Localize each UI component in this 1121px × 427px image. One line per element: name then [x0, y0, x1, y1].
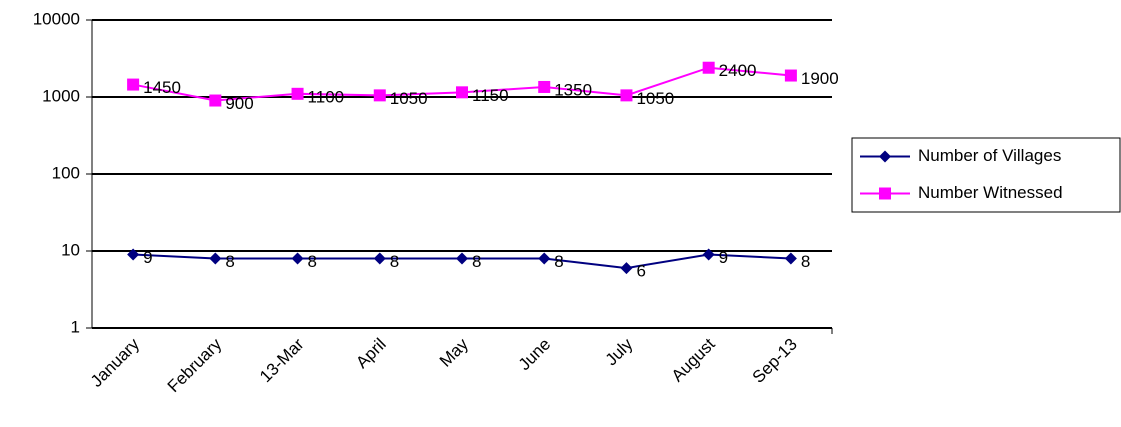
x-tick-label: July [602, 334, 637, 369]
y-tick-label: 1 [71, 317, 80, 336]
data-label: 8 [472, 252, 481, 271]
data-point [620, 262, 633, 275]
data-label: 8 [801, 252, 810, 271]
y-tick-label: 100 [52, 163, 80, 182]
data-point [209, 94, 222, 107]
data-point [456, 252, 468, 265]
data-label: 900 [225, 94, 253, 113]
data-point [784, 69, 797, 82]
data-point [127, 248, 140, 261]
x-tick-label: February [164, 334, 226, 396]
data-label: 1150 [472, 86, 509, 105]
data-label: 6 [636, 262, 645, 281]
data-point [456, 86, 468, 99]
data-label: 1050 [390, 89, 428, 108]
data-label: 9 [719, 248, 728, 267]
data-point [538, 80, 551, 93]
legend-box [851, 137, 1121, 213]
x-tick-label: June [515, 335, 555, 375]
y-tick-label: 10000 [33, 9, 80, 28]
data-point [291, 252, 304, 265]
data-label: 1050 [636, 89, 674, 108]
data-point [538, 252, 551, 265]
data-label: 2400 [719, 61, 757, 80]
legend-label: Number of Villages [918, 146, 1061, 165]
x-tick-label: April [352, 335, 389, 372]
data-label: 1450 [143, 78, 181, 97]
data-label: 8 [308, 252, 317, 271]
data-point [209, 252, 222, 265]
data-label: 1900 [801, 69, 839, 88]
data-point [702, 61, 715, 74]
legend-label: Number Witnessed [918, 183, 1063, 202]
x-tick-label: 13-Mar [256, 334, 308, 386]
x-tick-label: Sep-13 [749, 335, 801, 387]
legend-marker [879, 150, 891, 163]
data-point [702, 248, 715, 261]
data-point [291, 87, 304, 100]
legend-marker [879, 187, 891, 200]
x-tick-label: January [87, 334, 144, 391]
data-point [373, 89, 386, 102]
data-point [620, 89, 633, 102]
x-tick-label: May [436, 334, 472, 370]
y-tick-label: 10 [61, 240, 80, 259]
data-point [373, 252, 386, 265]
data-label: 8 [390, 252, 399, 271]
x-tick-label: August [668, 334, 719, 385]
data-point [127, 78, 140, 91]
data-label: 8 [554, 252, 563, 271]
data-point [784, 252, 797, 265]
data-label: 1350 [554, 80, 592, 99]
data-label: 9 [143, 248, 152, 267]
data-label: 1100 [308, 87, 345, 106]
y-tick-label: 1000 [42, 86, 80, 105]
data-label: 8 [225, 252, 234, 271]
